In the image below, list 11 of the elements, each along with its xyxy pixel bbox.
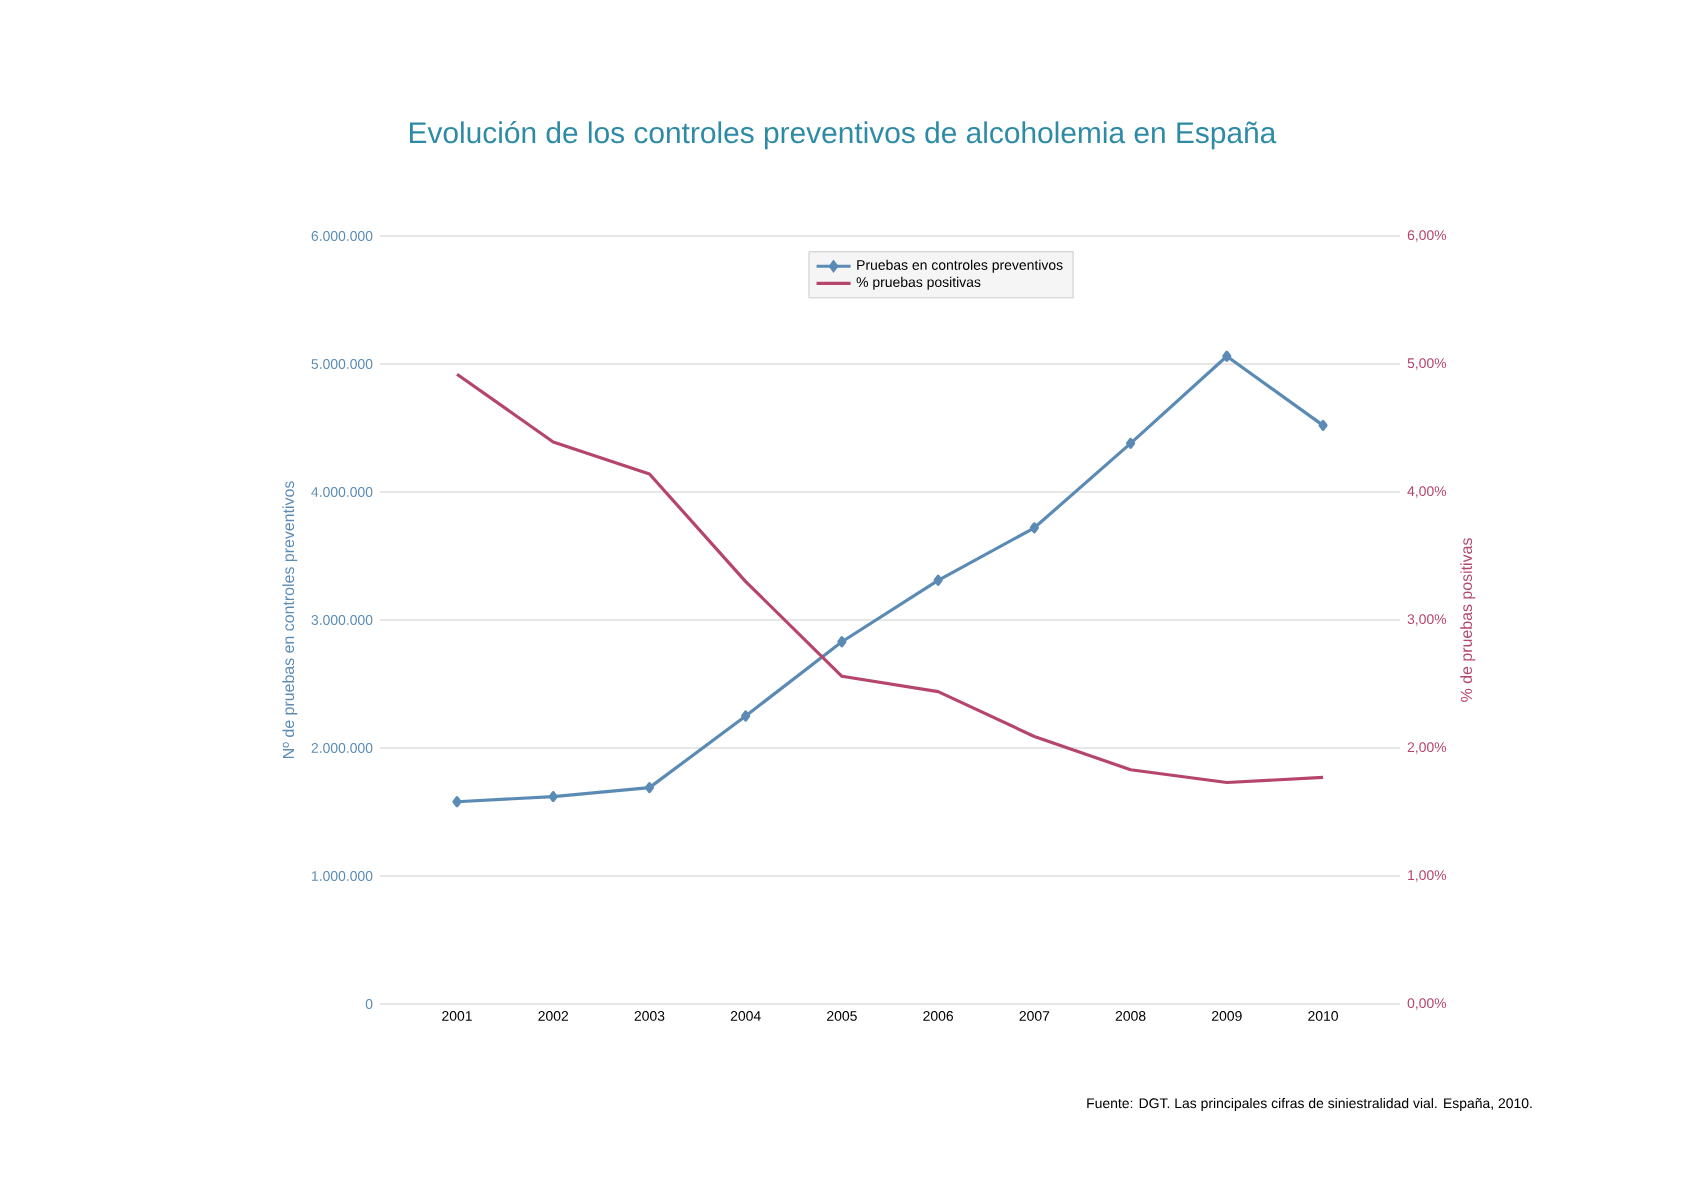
point xyxy=(1318,419,1328,431)
point xyxy=(1126,437,1136,449)
point xyxy=(1029,522,1039,534)
chart-title: Evolución de los controles preventivos de alcoholemia en España xyxy=(409,121,1277,150)
point xyxy=(644,782,655,794)
point xyxy=(837,636,847,648)
point xyxy=(452,796,462,808)
point xyxy=(1222,350,1232,362)
point xyxy=(741,710,751,722)
point xyxy=(933,574,943,586)
point xyxy=(548,791,558,803)
